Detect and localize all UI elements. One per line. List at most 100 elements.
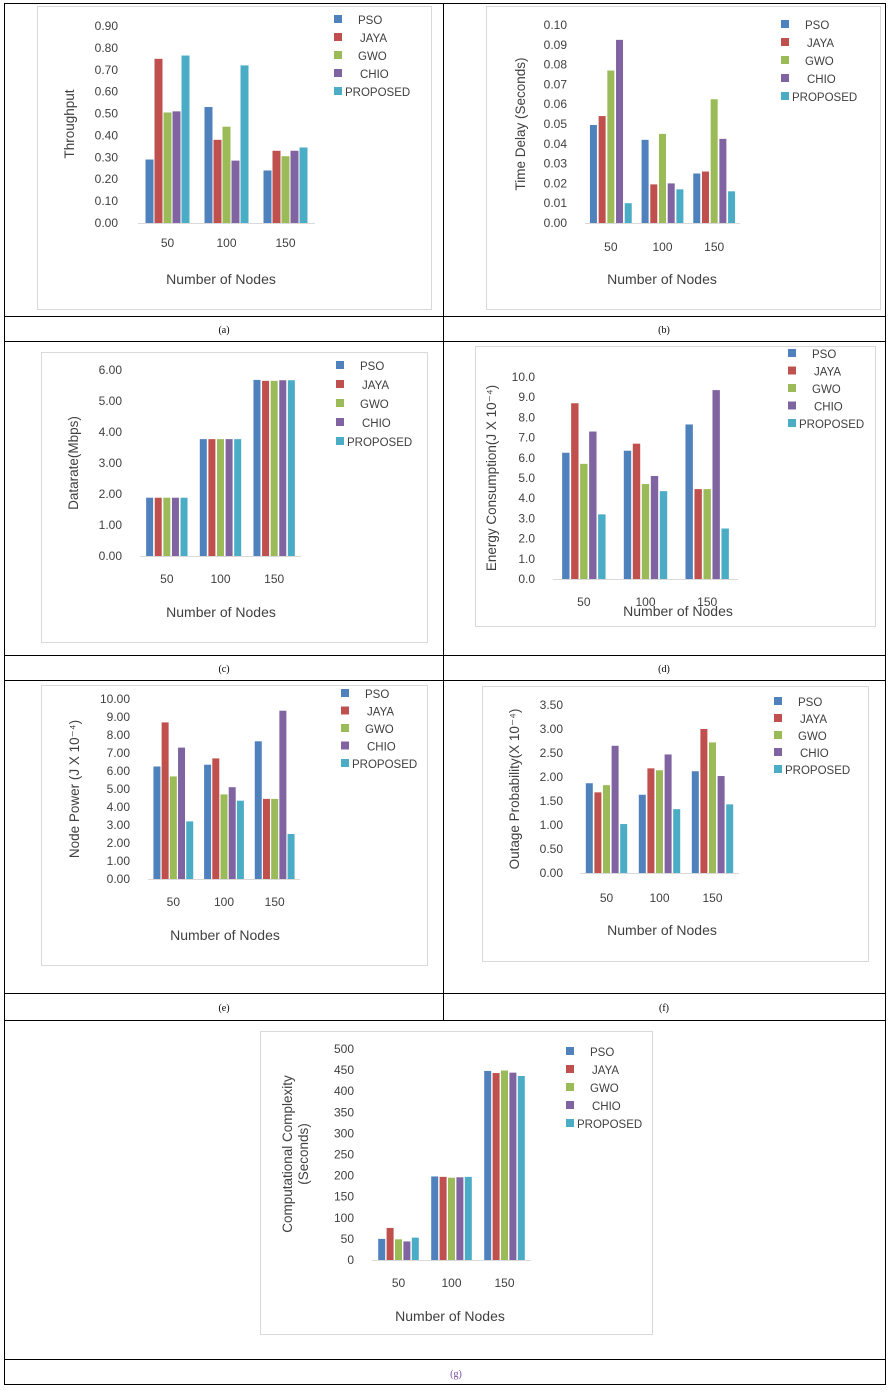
y-tick-label: 0.20: [95, 172, 119, 186]
x-tick-label: 150: [704, 240, 724, 254]
y-tick-label: 2.00: [99, 487, 123, 501]
y-tick-label: 10.00: [100, 692, 130, 706]
caption-f: (f): [659, 1003, 669, 1014]
legend-label-jaya: JAYA: [367, 707, 394, 719]
legend-label-pso: PSO: [805, 20, 829, 32]
bar-gwo-100: [220, 794, 228, 879]
bar-gwo-150: [281, 156, 290, 223]
legend: PSO JAYA GWO CHIO PROPOSED: [781, 20, 857, 104]
bar-jaya-100: [650, 184, 658, 223]
y-axis-title: Node Power (J X 10⁻⁴): [67, 720, 82, 858]
chart-a: 0.00 0.10 0.20 0.30 0.40 0.50 0.60 0.70 0.80 0.90…: [37, 6, 432, 310]
bar-chio-100: [231, 160, 240, 223]
bar-gwo-50: [603, 785, 610, 873]
legend-label-chio: CHIO: [362, 418, 391, 430]
y-axis-title: Throughput: [62, 89, 77, 158]
bar-pso-100: [623, 450, 632, 579]
chart-frame: [37, 6, 432, 310]
caption-b: (b): [658, 325, 670, 336]
bar-chio-150: [290, 150, 299, 223]
bar-proposed-150: [517, 1076, 525, 1260]
legend-label-pso: PSO: [360, 361, 384, 373]
y-tick-label: 5.0: [518, 471, 535, 485]
legend-label-chio: CHIO: [800, 748, 829, 760]
legend-label-jaya: JAYA: [814, 367, 841, 379]
bar-pso-50: [378, 1238, 386, 1260]
legend-swatch-chio: [781, 74, 789, 82]
bar-pso-100: [204, 106, 213, 223]
y-tick-label: 0.40: [95, 128, 119, 142]
y-tick-label: 0.50: [95, 107, 119, 121]
legend-label-pso: PSO: [358, 15, 382, 27]
y-tick-label: 9.00: [107, 710, 131, 724]
legend-label-proposed: PROPOSED: [347, 437, 412, 449]
bar-jaya-150: [701, 171, 709, 223]
y-tick-label: 0.00: [540, 866, 564, 880]
bar-jaya-50: [154, 58, 163, 224]
bar-pso-50: [146, 497, 154, 556]
y-tick-label: 9.0: [518, 390, 535, 404]
y-tick-label: 0.02: [544, 176, 568, 190]
legend-label-pso: PSO: [365, 689, 389, 701]
x-axis-title: Number of Nodes: [607, 271, 717, 287]
bar-gwo-50: [580, 463, 588, 579]
bar-proposed-100: [464, 1176, 472, 1260]
y-tick-label: 0: [347, 1253, 354, 1267]
bar-proposed-150: [287, 834, 295, 879]
legend-label-pso: PSO: [798, 697, 822, 709]
x-tick-label: 50: [160, 572, 174, 586]
y-tick-label: 6.00: [99, 363, 123, 377]
bar-pso-150: [691, 771, 699, 873]
bar-chio-100: [650, 475, 659, 579]
legend-swatch-pso: [774, 697, 782, 705]
y-tick-label: 1.00: [99, 518, 123, 532]
y-tick-label: 8.0: [518, 410, 535, 424]
y-tick-label: 6.00: [107, 764, 131, 778]
caption-a: (a): [218, 325, 229, 336]
y-tick-label: 0.03: [544, 157, 568, 171]
x-tick-label: 150: [697, 595, 717, 609]
bar-chio-50: [611, 745, 619, 873]
legend-swatch-gwo: [341, 724, 349, 732]
bar-jaya-100: [208, 439, 216, 556]
legend-swatch-proposed: [336, 437, 344, 445]
x-tick-label: 100: [649, 891, 669, 905]
y-axis-title-unit: (Seconds): [296, 1123, 311, 1185]
caption-g: (g): [450, 1369, 462, 1380]
x-tick-label: 50: [161, 236, 175, 250]
x-tick-label: 100: [635, 595, 655, 609]
bar-pso-100: [641, 139, 649, 223]
bar-pso-150: [693, 173, 701, 223]
legend-swatch-pso: [781, 20, 789, 28]
legend-label-pso: PSO: [812, 349, 836, 361]
y-tick-label: 8.00: [107, 728, 131, 742]
chart-e: 0.00 1.00 2.00 3.00 4.00 5.00 6.00 7.00 8.00 9.00…: [41, 685, 428, 966]
bar-pso-150: [263, 170, 272, 223]
y-tick-label: 6.0: [518, 451, 535, 465]
bar-proposed-100: [659, 491, 668, 579]
y-tick-label: 0.70: [95, 63, 119, 77]
y-tick-label: 0.07: [544, 77, 568, 91]
bar-pso-100: [638, 794, 646, 873]
legend-label-chio: CHIO: [592, 1101, 621, 1113]
bar-gwo-150: [710, 99, 718, 223]
x-tick-label: 150: [494, 1276, 514, 1290]
bar-proposed-50: [411, 1237, 419, 1260]
bar-jaya-100: [632, 443, 641, 579]
bar-proposed-100: [240, 65, 249, 224]
bar-gwo-100: [448, 1177, 455, 1260]
legend: PSO JAYA GWO CHIO PROPOSED: [788, 349, 864, 431]
bar-pso-150: [254, 741, 262, 879]
y-tick-label: 0.10: [544, 18, 568, 32]
y-tick-label: 3.0: [518, 511, 535, 525]
legend-label-jaya: JAYA: [800, 714, 827, 726]
legend-swatch-jaya: [336, 380, 344, 388]
bar-pso-150: [484, 1070, 492, 1260]
y-tick-label: 0.08: [544, 58, 568, 72]
bar-chio-150: [712, 390, 720, 579]
x-axis-title: Number of Nodes: [395, 1308, 505, 1324]
legend-label-pso: PSO: [590, 1047, 614, 1059]
bar-gwo-100: [217, 439, 224, 556]
bar-gwo-150: [703, 489, 711, 579]
